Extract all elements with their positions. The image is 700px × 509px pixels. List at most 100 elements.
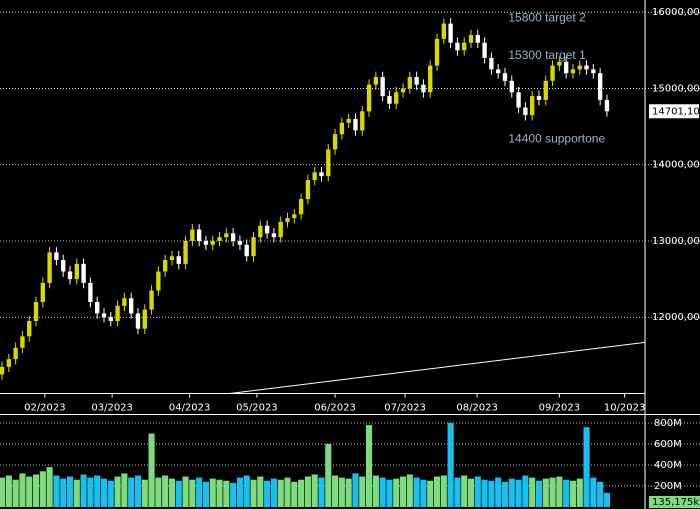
candle-body [278,221,283,238]
volume-bar [372,475,379,507]
candle-body [550,65,555,81]
candle-body [373,77,379,85]
candle-body [468,35,474,43]
volume-bar [569,480,577,507]
candle-body [203,240,209,245]
y-tick-label: 15000,00 [652,83,700,94]
candle-body [543,80,548,100]
volume-bar [515,479,522,507]
candle-body [434,38,440,66]
volume-bar [53,475,60,507]
y-tick-label: 16000,00 [652,7,700,18]
x-tick-label: 05/2023 [236,403,278,414]
candle-body [509,80,514,93]
candle-body [523,107,528,116]
volume-bar [590,477,597,507]
volume-bar [488,480,495,507]
candle-body [190,229,195,241]
candle-body [462,42,467,51]
candle-body [33,301,39,322]
candle-body [597,73,603,100]
volume-bar [168,478,176,507]
volume-bar [318,477,325,507]
volume-bar [60,478,67,507]
candle-body [13,347,18,360]
candle-body [40,282,45,302]
candle-body [224,233,229,238]
y-tick-label: 13000,00 [652,236,700,247]
candle-body [394,92,399,104]
volume-bar [202,481,209,507]
volume-bar [121,473,128,507]
last-volume-box [649,496,700,508]
candle-body [455,42,460,51]
volume-bar [311,474,318,507]
candle-body [353,118,358,131]
volume-bar [556,476,563,507]
volume-bar [162,475,169,507]
candle-body [251,237,256,257]
x-tick-label: 02/2023 [24,403,66,414]
candle-body [366,84,372,112]
volume-bar [12,479,19,507]
candle-body [387,96,392,104]
candle-body [360,111,365,131]
candle-body [407,77,413,89]
candle-body [482,42,487,58]
last-price-box [649,104,699,119]
candle-body [312,172,317,180]
candle-body [298,199,304,215]
volume-bar [32,474,40,507]
candle-body [380,77,385,97]
candle-body [61,260,66,272]
volume-bar [155,477,162,507]
volume-bar [549,477,556,507]
volume-bar [46,467,53,507]
candle-body [496,69,501,74]
volume-bar [522,475,529,507]
volume-bar [141,479,148,507]
candle-body [169,256,175,261]
candle-body [502,73,508,81]
candle-body [584,65,589,70]
volume-bar [182,476,189,507]
volume-bar [257,476,264,507]
candle-body [489,57,494,70]
volume-bar [433,476,441,507]
candle-body [0,366,5,375]
volume-bar [298,479,305,507]
volume-bar [597,481,604,507]
candle-body [162,260,168,272]
volume-bar [542,478,549,507]
volume-bar [474,476,481,507]
candle-body [530,96,535,116]
candle-body [135,313,141,329]
volume-bar [420,479,427,507]
candle-body [47,252,52,283]
volume-bar [603,492,610,507]
candle-body [210,240,215,245]
volume-bar [80,474,87,507]
volume-bar [447,423,454,507]
candle-body [536,96,542,100]
volume-bar [209,478,216,507]
volume-bar [508,478,515,507]
candle-body [339,122,345,135]
candle-body [149,290,154,310]
volume-bar [175,480,182,507]
volume-bar [284,477,291,507]
volume-bar [386,479,393,507]
candle-body [176,256,181,264]
volume-bar [0,477,6,507]
candle-body [74,263,79,280]
volume-bar [583,427,590,507]
candle-body [101,313,107,318]
volume-bar [19,473,26,507]
volume-bar [338,477,345,507]
candle-body [217,237,222,241]
x-tick-label: 06/2023 [314,403,356,414]
volume-bar [481,479,488,507]
candle-body [570,69,576,74]
y-tick-label: 200M [654,481,682,492]
